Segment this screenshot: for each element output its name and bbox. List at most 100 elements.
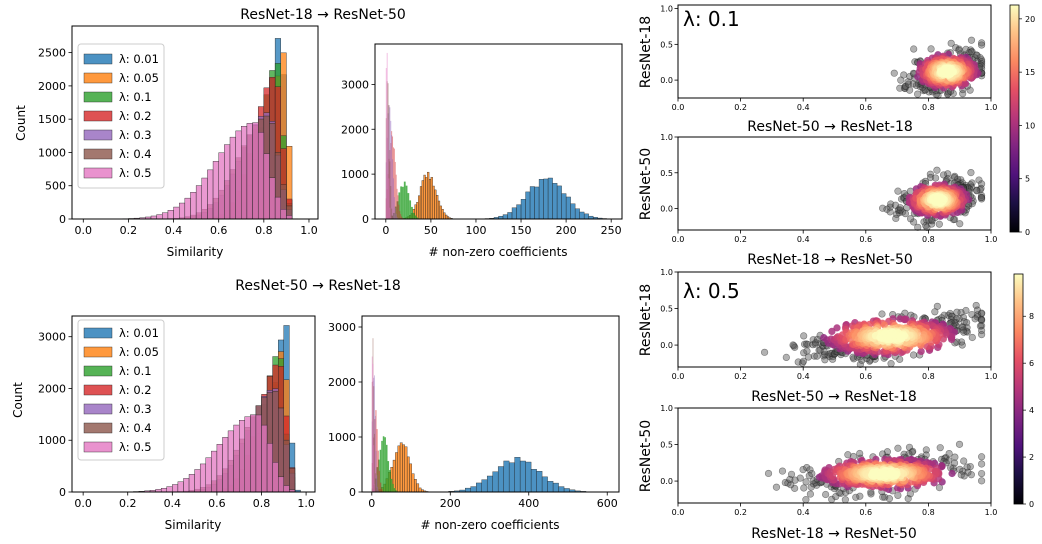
bar-lambda-0.05: [397, 445, 401, 493]
x-tick-label: 200: [556, 224, 577, 237]
y-tick-label: 2500: [38, 47, 66, 60]
x-tick-label: 0.8: [922, 235, 935, 244]
scatter-lambda-0.1-r18: 0.0 0.2 0.4 0.6 0.8 1.0 0.0 0.5 1.0 λ: 0.1 ResN…: [638, 4, 997, 135]
bar-lambda-0.2: [394, 161, 396, 219]
scatter-points: [760, 301, 986, 369]
legend-swatch-0.2: [83, 384, 113, 396]
scatter-point: [782, 353, 790, 361]
scatter-point: [806, 466, 814, 474]
suptitle-r50-r18: ResNet-50 → ResNet-18: [235, 278, 401, 294]
bar-lambda-0.2: [381, 489, 383, 492]
bar-lambda-0.01: [516, 204, 522, 220]
legend-swatch-0.01: [83, 53, 113, 65]
x-tick-label: 0.0: [74, 497, 92, 510]
bar-lambda-0.5: [177, 481, 184, 493]
bar-lambda-0.4: [374, 433, 375, 492]
bar-lambda-0.01: [511, 207, 517, 220]
bar-lambda-0.5: [212, 161, 219, 220]
bar-lambda-0.5: [241, 125, 248, 220]
colorbar-tick-label: 5: [1025, 175, 1030, 184]
scatter-point: [935, 483, 944, 492]
scatter-point: [909, 351, 918, 359]
y-tick-label: 3000: [341, 78, 369, 91]
bar-lambda-0.5: [255, 414, 262, 493]
bar-lambda-0.1: [389, 470, 391, 492]
bar-lambda-0.01: [563, 488, 570, 493]
scatter-point: [975, 176, 983, 184]
colorbar-gradient: [1013, 273, 1024, 505]
y-ticks: 0.0 0.5 1.0: [660, 133, 678, 214]
legend-label: λ: 0.1: [119, 364, 152, 378]
bar-lambda-0.1: [407, 193, 410, 219]
bar-lambda-0.1: [387, 461, 390, 492]
bar-lambda-0.1: [405, 185, 408, 219]
bar-lambda-0.01: [476, 482, 482, 493]
scatter-point: [799, 466, 807, 474]
bar-lambda-0.01: [574, 208, 580, 220]
scatter-point: [796, 474, 804, 482]
histogram-bars: [127, 325, 301, 493]
scatter-point: [816, 346, 824, 354]
scatter-point: [955, 46, 963, 54]
histogram-bars: [371, 338, 587, 493]
x-ticks: 0.0 0.2 0.4 0.6 0.8 1.0: [672, 230, 997, 244]
bar-lambda-0.5: [374, 484, 375, 492]
bar-lambda-0.1: [411, 206, 413, 219]
x-tick-label: 0.0: [672, 372, 685, 381]
bar-lambda-0.05: [416, 483, 420, 493]
bar-lambda-0.4: [289, 468, 296, 493]
bar-lambda-0.1: [402, 186, 404, 219]
bar-lambda-0.5: [173, 206, 180, 220]
colorbar-bottom: 0 2 4 6 8: [1013, 273, 1034, 509]
y-ticks: 0.0 0.5 1.0: [660, 268, 678, 350]
bar-lambda-0.5: [160, 487, 167, 493]
scatter-point: [967, 36, 976, 44]
axes-frame: [71, 315, 316, 493]
bar-lambda-0.05: [395, 452, 398, 493]
bar-lambda-0.01: [534, 186, 540, 220]
scatter-point: [802, 496, 810, 504]
y-tick-label: 0: [59, 213, 66, 226]
bar-lambda-0.5: [263, 153, 270, 220]
histogram-bars: [122, 38, 298, 220]
colorbar-top: 0 5 10 15 20: [1009, 4, 1035, 237]
scatter-point: [784, 479, 792, 487]
bar-lambda-0.01: [558, 486, 565, 493]
legend-swatch-0.5: [83, 441, 113, 453]
colorbar-tick-label: 0: [1025, 228, 1030, 237]
bar-lambda-0.2: [401, 216, 403, 219]
scatter-point: [927, 216, 936, 224]
bar-lambda-0.01: [486, 475, 493, 493]
legend-swatch-0.3: [83, 403, 113, 415]
bar-lambda-0.05: [409, 463, 413, 493]
bar-lambda-0.5: [229, 136, 236, 220]
legend-label: λ: 0.01: [119, 326, 159, 340]
x-ticks: 0.0 0.2 0.4 0.6 0.8 1.0: [75, 219, 318, 237]
scatter-point: [914, 90, 922, 98]
bar-lambda-0.5: [199, 463, 206, 493]
scatter-point: [978, 331, 986, 339]
scatter-point: [973, 187, 981, 195]
scatter-point: [936, 444, 944, 452]
legend-label: λ: 0.1: [119, 90, 152, 104]
bar-lambda-0.1: [382, 436, 385, 492]
scatter-point: [764, 469, 773, 478]
scatter-point: [900, 71, 908, 79]
bar-lambda-0.5: [184, 197, 191, 220]
x-tick-label: 1.0: [300, 224, 318, 237]
scatter-point: [799, 357, 808, 365]
scatter-point: [978, 326, 986, 335]
bar-lambda-0.5: [227, 430, 234, 493]
y-tick-label: 0.5: [660, 169, 673, 178]
scatter-lambda-0.5-r50: 0.0 0.2 0.4 0.6 0.8 1.0 0.0 0.5 1.0 ResNet-18 →…: [638, 404, 997, 542]
bar-lambda-0.05: [427, 171, 430, 220]
bar-lambda-0.4: [283, 439, 290, 493]
legend-label: λ: 0.4: [119, 421, 152, 435]
y-tick-label: 0.0: [660, 477, 673, 486]
bar-lambda-0.05: [418, 195, 421, 220]
lambda-annotation: λ: 0.1: [683, 7, 740, 31]
bar-lambda-0.5: [188, 474, 195, 493]
bar-lambda-0.5: [195, 185, 202, 220]
bar-lambda-0.2: [399, 211, 401, 219]
y-axis-label: Count: [14, 105, 28, 141]
